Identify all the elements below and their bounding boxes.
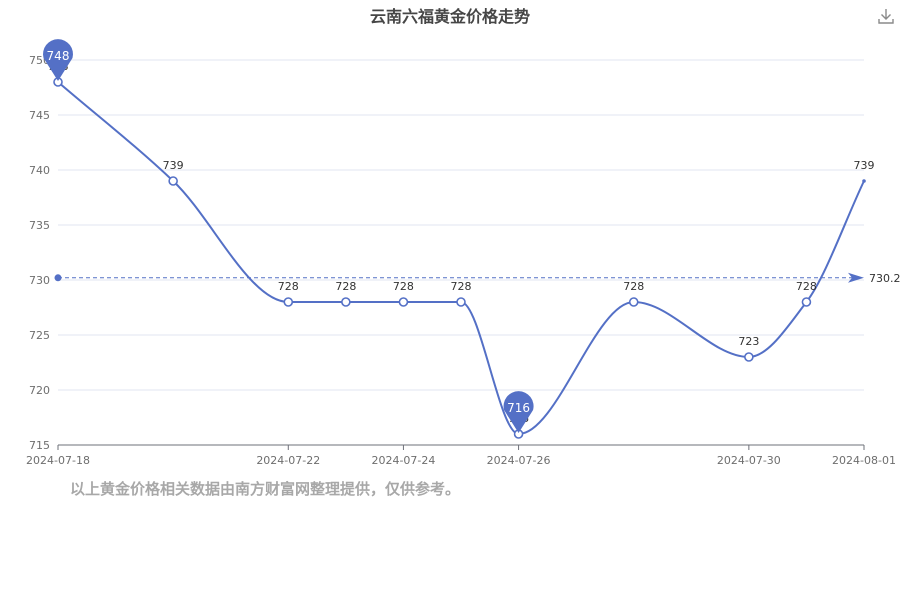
data-label: 728 <box>393 280 414 293</box>
y-tick-label: 730 <box>29 274 50 287</box>
min-marker: 716 <box>503 391 534 433</box>
max-marker-label: 748 <box>47 49 70 63</box>
grid-lines <box>58 59 864 391</box>
data-label: 728 <box>623 280 644 293</box>
average-line-group: 730.2 <box>54 272 900 285</box>
data-point <box>341 297 351 307</box>
data-point <box>801 297 812 307</box>
extreme-markers: 748 716 <box>43 39 534 433</box>
data-label: 728 <box>451 280 472 293</box>
data-point <box>168 176 178 186</box>
series-line-group <box>53 77 866 439</box>
data-point <box>283 297 294 307</box>
x-tick-label: 2024-07-26 <box>487 454 551 467</box>
x-tick-label: 2024-07-18 <box>26 454 90 467</box>
y-tick-label: 735 <box>29 219 50 232</box>
y-tick-label: 715 <box>29 439 50 452</box>
data-label: 739 <box>163 159 184 172</box>
average-line-label: 730.2 <box>869 272 900 285</box>
max-marker: 748 <box>43 39 73 81</box>
min-marker-label: 716 <box>507 401 530 415</box>
data-point <box>862 179 866 183</box>
y-tick-label: 720 <box>29 384 50 397</box>
data-point <box>456 297 466 307</box>
data-label: 728 <box>796 280 817 293</box>
data-point <box>744 352 754 362</box>
min-marker-shape <box>503 391 534 433</box>
average-line-arrow <box>848 272 864 283</box>
data-point <box>398 297 409 307</box>
x-tick-label: 2024-08-01 <box>832 454 896 467</box>
chart-title: 云南六福黄金价格走势 <box>369 7 530 26</box>
series-line <box>57 81 865 436</box>
data-label: 723 <box>738 335 759 348</box>
x-tick-label: 2024-07-22 <box>256 454 320 467</box>
y-tick-label: 740 <box>29 164 50 177</box>
y-tick-label: 725 <box>29 329 50 342</box>
download-icon <box>878 9 894 24</box>
data-label: 739 <box>854 159 875 172</box>
data-label: 728 <box>278 280 299 293</box>
x-tick-label: 2024-07-24 <box>371 454 435 467</box>
data-label: 728 <box>335 280 356 293</box>
data-point <box>628 297 639 307</box>
footer-note: 以上黄金价格相关数据由南方财富网整理提供，仅供参考。 <box>70 480 461 498</box>
x-tick-label: 2024-07-30 <box>717 454 781 467</box>
y-tick-label: 745 <box>29 109 50 122</box>
download-button[interactable] <box>876 6 896 26</box>
max-marker-shape <box>43 39 73 81</box>
